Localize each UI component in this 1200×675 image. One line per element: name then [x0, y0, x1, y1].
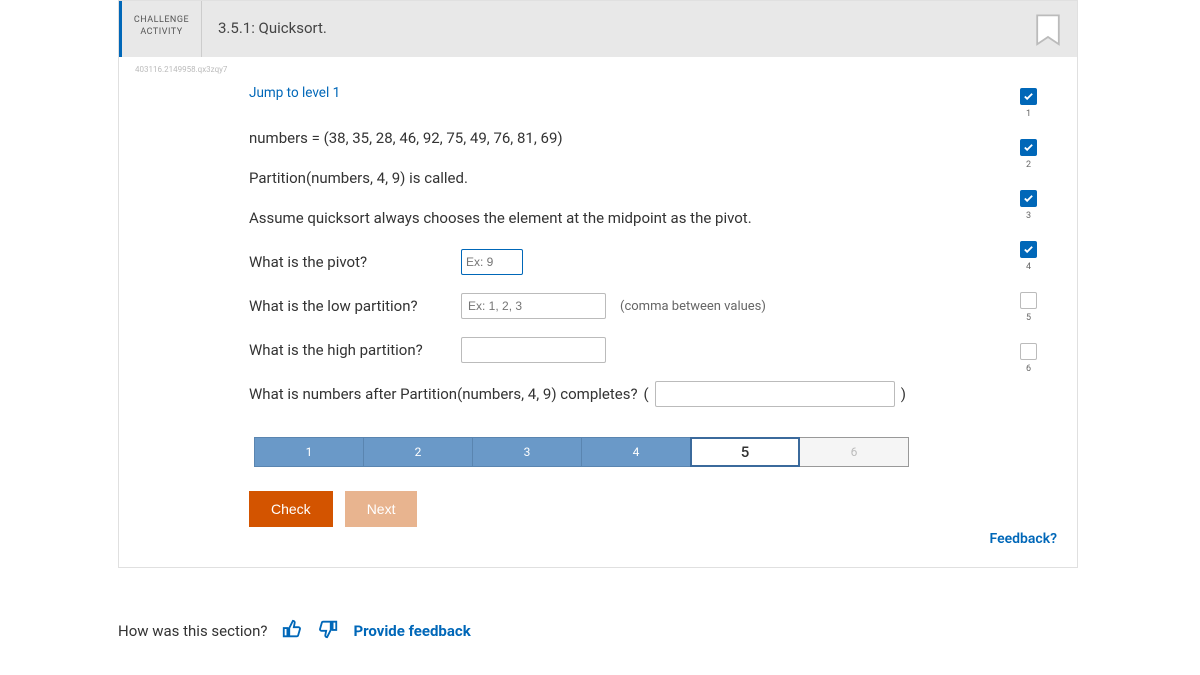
empty-check-icon	[1020, 292, 1037, 309]
partition-call-line: Partition(numbers, 4, 9) is called.	[249, 169, 1052, 187]
q3-label: What is the high partition?	[249, 341, 447, 359]
assume-line: Assume quicksort always chooses the elem…	[249, 209, 1052, 227]
q4-open-paren: (	[644, 385, 649, 403]
check-icon	[1020, 139, 1037, 156]
check-label: 4	[1026, 262, 1031, 272]
q4-label: What is numbers after Partition(numbers,…	[249, 385, 638, 403]
next-button[interactable]: Next	[345, 491, 418, 527]
check-label: 2	[1026, 160, 1031, 170]
numbers-line: numbers = (38, 35, 28, 46, 92, 75, 49, 7…	[249, 129, 1052, 147]
level-checklist: 1 2 3 4 5 6	[1020, 88, 1037, 374]
progress-segment-2[interactable]: 2	[363, 437, 473, 467]
check-item-1[interactable]: 1	[1020, 88, 1037, 119]
check-icon	[1020, 190, 1037, 207]
check-item-6[interactable]: 6	[1020, 343, 1037, 374]
footer-question: How was this section?	[118, 622, 267, 640]
progress-segment-3[interactable]: 3	[472, 437, 582, 467]
activity-title: 3.5.1: Quicksort.	[202, 1, 343, 57]
high-partition-input[interactable]	[461, 337, 606, 363]
progress-segment-5[interactable]: 5	[690, 437, 800, 467]
check-icon	[1020, 241, 1037, 258]
check-label: 5	[1026, 313, 1031, 323]
q4-close-paren: )	[901, 385, 906, 403]
check-label: 1	[1026, 109, 1031, 119]
check-button[interactable]: Check	[249, 491, 333, 527]
check-item-5[interactable]: 5	[1020, 292, 1037, 323]
check-label: 3	[1026, 211, 1031, 221]
level-progress: 123456	[255, 437, 1052, 467]
check-label: 6	[1026, 364, 1031, 374]
check-icon	[1020, 88, 1037, 105]
check-item-4[interactable]: 4	[1020, 241, 1037, 272]
progress-segment-4[interactable]: 4	[581, 437, 691, 467]
bookmark-icon[interactable]	[1033, 13, 1063, 49]
q1-label: What is the pivot?	[249, 253, 447, 271]
empty-check-icon	[1020, 343, 1037, 360]
jump-level-link[interactable]: Jump to level 1	[249, 85, 340, 101]
thumbs-up-icon[interactable]	[281, 618, 303, 644]
thumbs-down-icon[interactable]	[317, 618, 339, 644]
challenge-label: CHALLENGE ACTIVITY	[122, 1, 202, 57]
tracking-id: 403116.2149958.qx3zqy7	[119, 57, 1077, 82]
pivot-input[interactable]	[461, 249, 523, 275]
q2-label: What is the low partition?	[249, 297, 447, 315]
low-partition-input[interactable]	[461, 293, 606, 319]
check-item-3[interactable]: 3	[1020, 190, 1037, 221]
q2-hint: (comma between values)	[620, 299, 766, 314]
numbers-after-input[interactable]	[655, 381, 895, 407]
provide-feedback-link[interactable]: Provide feedback	[353, 622, 470, 640]
progress-segment-1[interactable]: 1	[254, 437, 364, 467]
check-item-2[interactable]: 2	[1020, 139, 1037, 170]
challenge-header: CHALLENGE ACTIVITY 3.5.1: Quicksort.	[119, 1, 1077, 57]
feedback-link[interactable]: Feedback?	[990, 531, 1057, 547]
progress-segment-6[interactable]: 6	[799, 437, 909, 467]
